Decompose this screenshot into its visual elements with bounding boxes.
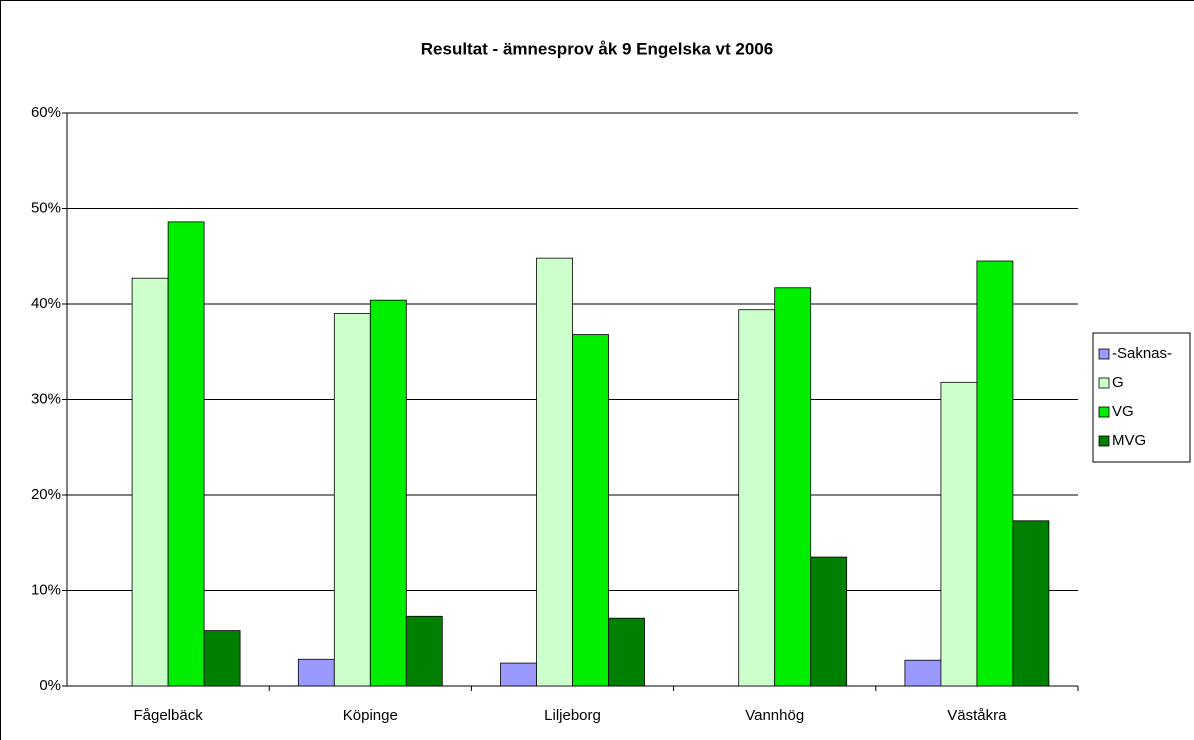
bar: [333, 313, 371, 687]
bar: [536, 257, 573, 687]
y-tick-label: 0%: [39, 677, 61, 694]
chart-title: Resultat - ämnesprov åk 9 Engelska vt 20…: [421, 39, 773, 58]
x-tick-label: Köpinge: [343, 707, 398, 724]
legend-swatch: [1098, 435, 1110, 447]
x-tick-label: Fågelbäck: [133, 707, 203, 724]
bar: [608, 617, 645, 687]
bar: [774, 287, 812, 687]
bar: [297, 658, 335, 687]
bar: [405, 615, 443, 687]
legend-label: G: [1112, 374, 1124, 391]
bar: [810, 556, 848, 687]
legend-swatch: [1098, 406, 1110, 418]
bar: [500, 662, 537, 687]
legend-label: -Saknas-: [1112, 345, 1172, 362]
x-tick-label: Väståkra: [947, 707, 1007, 724]
bar: [203, 630, 241, 687]
bar: [940, 381, 978, 687]
legend-swatch: [1098, 377, 1110, 389]
y-tick-label: 50%: [31, 199, 61, 216]
y-tick-label: 40%: [31, 295, 61, 312]
legend-label: MVG: [1112, 432, 1146, 449]
bar: [1012, 520, 1050, 687]
x-tick-label: Liljeborg: [544, 707, 601, 724]
x-tick-label: Vannhög: [745, 707, 804, 724]
bar: [904, 659, 942, 687]
y-tick-label: 60%: [31, 104, 61, 121]
bar: [572, 334, 609, 687]
bar: [369, 299, 407, 687]
y-tick-label: 30%: [31, 390, 61, 407]
y-tick-label: 10%: [31, 581, 61, 598]
bar: [167, 221, 205, 687]
y-tick-label: 20%: [31, 486, 61, 503]
bar: [131, 277, 169, 687]
bar: [976, 260, 1014, 687]
legend-label: VG: [1112, 403, 1134, 420]
legend-swatch: [1098, 348, 1110, 360]
bar: [738, 309, 776, 687]
